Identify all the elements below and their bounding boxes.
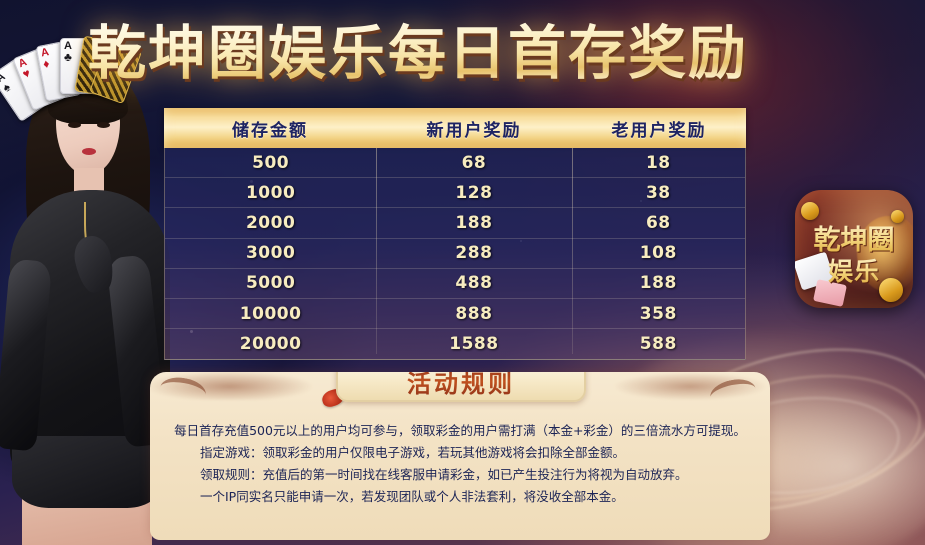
- column-divider: [376, 148, 377, 354]
- page-title: 乾坤圈娱乐每日首存奖励: [88, 16, 848, 90]
- cell-new-bonus: 188: [455, 212, 493, 233]
- cell-old-bonus: 68: [645, 212, 671, 233]
- cell-amount: 20000: [239, 334, 302, 355]
- table-row: 500 68 18: [165, 148, 745, 179]
- bonus-table: 储存金额 新用户奖励 老用户奖励 500 68 18 1000 128 38 2…: [164, 108, 746, 360]
- cell-amount: 1000: [245, 182, 296, 203]
- rules-list: 每日首存充值500元以上的用户均可参与，领取彩金的用户需打满（本金+彩金）的三倍…: [150, 420, 770, 508]
- cell-old-bonus: 358: [639, 303, 677, 324]
- model-skirt: [12, 436, 164, 508]
- model-eye: [68, 122, 81, 128]
- cell-amount: 5000: [245, 273, 296, 294]
- card-rank: A: [64, 40, 72, 52]
- column-header-amount: 储存金额: [232, 120, 308, 141]
- rule-line: 一个IP同实名只能申请一次，若发现团队或个人非法套利，将没收全部本金。: [200, 489, 624, 504]
- table-row: 5000 488 188: [165, 269, 745, 299]
- cell-old-bonus: 38: [645, 182, 671, 203]
- table-row: 20000 1588 588: [165, 329, 745, 359]
- model-lips: [82, 148, 96, 155]
- table-row: 2000 188 68: [165, 208, 745, 239]
- cell-old-bonus: 108: [639, 243, 677, 264]
- rule-line: 每日首存充值500元以上的用户均可参与，领取彩金的用户需打满（本金+彩金）的三倍…: [174, 423, 746, 438]
- rules-heading: 活动规则: [407, 372, 515, 399]
- table-body: 500 68 18 1000 128 38 2000 188 68 3000 2…: [164, 148, 746, 360]
- cell-amount: 500: [252, 152, 290, 173]
- column-header-old-user: 老用户奖励: [611, 120, 707, 141]
- model-figure: [0, 60, 172, 545]
- cell-new-bonus: 888: [455, 303, 493, 324]
- column-header-new-user: 新用户奖励: [426, 120, 522, 141]
- cell-old-bonus: 188: [639, 273, 677, 294]
- cell-new-bonus: 1588: [449, 334, 499, 355]
- card-suit-icon: ♠: [0, 79, 13, 95]
- playing-card-fan: A ♠ A ♥ A ♦ A ♣: [0, 18, 143, 123]
- logo-coin-icon: [891, 210, 904, 223]
- cell-old-bonus: 18: [645, 152, 671, 173]
- logo-coin-icon: [801, 202, 819, 220]
- app-logo-badge[interactable]: 乾坤圈 娱乐: [795, 190, 913, 308]
- table-row: 1000 128 38: [165, 178, 745, 209]
- table-header-row: 储存金额 新用户奖励 老用户奖励: [164, 108, 746, 148]
- rules-panel: 活动规则 每日首存充值500元以上的用户均可参与，领取彩金的用户需打满（本金+彩…: [150, 372, 770, 540]
- rule-line: 指定游戏：领取彩金的用户仅限电子游戏，若玩其他游戏将会扣除全部金额。: [200, 445, 626, 460]
- card-suit-icon: ♥: [20, 65, 33, 82]
- cell-new-bonus: 68: [461, 152, 487, 173]
- cell-amount: 2000: [245, 212, 296, 233]
- table-row: 3000 288 108: [165, 239, 745, 269]
- model-eye: [97, 122, 110, 128]
- table-row: 10000 888 358: [165, 299, 745, 330]
- card-suit-icon: ♣: [64, 50, 72, 64]
- card-suit-icon: ♦: [41, 56, 51, 72]
- logo-coin-icon: [879, 278, 903, 302]
- logo-brand-line2: 娱乐: [795, 252, 913, 288]
- column-divider: [572, 148, 573, 354]
- rule-line: 领取规则：充值后的第一时间找在线客服申请彩金，如已产生投注行为将视为自动放弃。: [200, 467, 688, 482]
- cell-old-bonus: 588: [639, 334, 677, 355]
- cell-new-bonus: 128: [455, 182, 493, 203]
- cell-new-bonus: 288: [455, 243, 493, 264]
- rules-heading-plaque: 活动规则: [336, 372, 586, 402]
- cell-new-bonus: 488: [455, 273, 493, 294]
- cell-amount: 3000: [245, 243, 296, 264]
- cell-amount: 10000: [239, 303, 302, 324]
- logo-brand-line1: 乾坤圈: [795, 218, 913, 257]
